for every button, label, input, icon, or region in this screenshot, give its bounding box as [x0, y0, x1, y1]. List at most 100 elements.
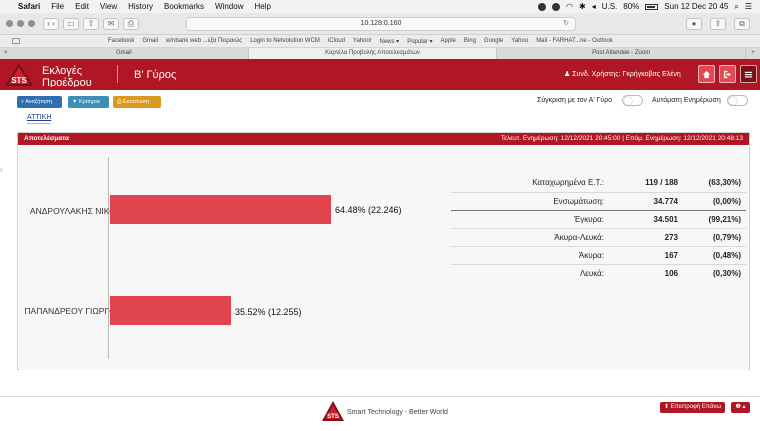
app-title: Εκλογές Προέδρου — [42, 65, 92, 87]
sts-logo[interactable]: STS — [4, 62, 34, 87]
downloads-icon[interactable]: ● — [686, 17, 702, 30]
new-tab-icon[interactable]: + — [751, 50, 755, 56]
user-icon: ♟ — [564, 71, 573, 78]
menu-window[interactable]: Window — [215, 2, 244, 11]
logged-user[interactable]: ♟ Συνδ. Χρήστης: Γκρήγκοβιτς Ελένη — [564, 70, 681, 78]
close-tab-icon[interactable]: × — [4, 50, 8, 56]
bluetooth-icon[interactable]: ✱ — [579, 2, 586, 11]
menu-help[interactable]: Help — [254, 2, 271, 11]
zoom-icon[interactable] — [552, 2, 561, 11]
page-bottom — [0, 424, 760, 431]
results-title: Αποτελέσματα — [24, 135, 69, 142]
action-row: ⌕ Αναζήτηση ▼ Κριτήρια ⎙ Εκτύπωση Σύγκρι… — [0, 90, 760, 114]
print-button[interactable]: ⎙ Εκτύπωση — [113, 96, 161, 108]
battery-icon[interactable] — [645, 3, 659, 10]
region-link[interactable]: ΑΤΤΙΚΗ — [27, 114, 52, 124]
control-center-icon[interactable]: ☰ — [744, 2, 752, 11]
share-icon[interactable]: ⇧ — [83, 17, 99, 30]
tab-zoom[interactable]: Post Attendee - Zoom — [497, 48, 747, 59]
bookmark-item[interactable]: News ▾ — [379, 38, 400, 45]
tab-gmail[interactable]: × Gmail — [0, 48, 249, 59]
stat-percent: (0,00%) — [683, 191, 746, 210]
logout-button[interactable] — [719, 65, 736, 83]
bookmark-item[interactable]: Google — [483, 38, 504, 44]
spotlight-icon[interactable]: ⌕ — [734, 1, 739, 11]
bookmark-item[interactable]: iCloud — [327, 38, 345, 44]
back-to-top-button[interactable]: ⬆ Επιστροφή Επάνω — [660, 402, 726, 413]
table-row: Καταχωρημένα Ε.Τ.: 119 / 188 (63,30%) — [451, 174, 746, 192]
compare-first-round-toggle[interactable] — [622, 95, 643, 106]
stat-label: Ενσωμάτωση: — [451, 191, 609, 210]
browser-toolbar: ‹ › ▭ ⇧ ✉ ⎙ 10.128.0.160 ↻ ● ⇪ ⧉ — [0, 13, 760, 35]
menu-history[interactable]: History — [128, 2, 154, 11]
stat-value: 106 — [609, 263, 683, 282]
stat-label: Λευκά: — [451, 263, 609, 282]
results-header: Αποτελέσματα Τελευτ. Ενημέρωση: 12/12/20… — [18, 133, 749, 145]
home-button[interactable] — [698, 65, 715, 83]
grid-icon[interactable] — [12, 38, 20, 44]
table-row: Άκυρα-Λευκά: 273 (0,79%) — [451, 227, 746, 246]
stat-label: Έγκυρα: — [451, 209, 609, 228]
back-forward-button[interactable]: ‹ › — [43, 17, 59, 30]
footer-logo: STS — [322, 401, 344, 421]
stat-value: 34.501 — [609, 209, 683, 228]
tab-results[interactable]: Καρτέλα Προβολής Αποτελεσμάτων — [248, 48, 498, 59]
stat-value: 34.774 — [609, 191, 683, 210]
close-window-button[interactable] — [6, 20, 13, 27]
bookmark-item[interactable]: Login to Netvolution WCM — [250, 38, 320, 44]
menu-button[interactable] — [740, 65, 757, 83]
stats-table: Καταχωρημένα Ε.Τ.: 119 / 188 (63,30%) Εν… — [451, 174, 746, 282]
input-source-label[interactable]: U.S. — [601, 2, 618, 11]
footer-brand: Smart Technology - Better World — [347, 409, 448, 416]
reload-icon[interactable]: ↻ — [563, 20, 569, 27]
tabs-overview-icon[interactable]: ⧉ — [734, 17, 750, 30]
wifi-icon[interactable]: ◠ — [566, 2, 573, 11]
print-icon[interactable]: ⎙ — [123, 17, 139, 30]
url-text: 10.128.0.160 — [360, 20, 402, 27]
volume-icon[interactable]: ◂ — [591, 2, 596, 11]
bookmark-item[interactable]: Facebook — [108, 38, 135, 44]
bookmark-item[interactable]: w/nbank web ...εξα Πειραιώς — [166, 38, 243, 44]
mail-icon[interactable]: ✉ — [103, 17, 119, 30]
bookmark-item[interactable]: Yahoo — [511, 38, 529, 44]
bookmark-item[interactable]: Apple — [440, 38, 456, 44]
stat-label: Άκυρα-Λευκά: — [451, 227, 609, 246]
search-label: Αναζήτηση — [25, 99, 52, 105]
bookmark-item[interactable]: Popular ▾ — [407, 38, 433, 45]
stat-percent: (63,30%) — [708, 178, 741, 188]
tab-label: Gmail — [116, 50, 132, 56]
results-panel: Αποτελέσματα Τελευτ. Ενημέρωση: 12/12/20… — [17, 132, 750, 370]
share-page-icon[interactable]: ⇪ — [710, 17, 726, 30]
round-title: Β' Γύρος — [134, 69, 177, 81]
svg-text:STS: STS — [11, 76, 27, 85]
search-button[interactable]: ⌕ Αναζήτηση — [17, 96, 62, 108]
filters-button[interactable]: ▼ Κριτήρια — [68, 96, 109, 108]
scroll-left-icon[interactable]: ‹ — [0, 165, 3, 174]
bookmark-item[interactable]: Gmail — [142, 38, 159, 44]
app-header: STS Εκλογές Προέδρου Β' Γύρος ♟ Συνδ. Χρ… — [0, 59, 760, 90]
logout-icon — [723, 70, 732, 78]
bookmark-item[interactable]: Mail - FARHAT...ne - Outlook — [536, 38, 613, 44]
tab-label: Post Attendee - Zoom — [592, 50, 651, 56]
auto-update-toggle[interactable] — [727, 95, 748, 106]
menu-edit[interactable]: Edit — [75, 2, 89, 11]
bookmark-item[interactable]: Yahoo! — [352, 38, 372, 44]
menu-view[interactable]: View — [99, 2, 118, 11]
arrow-up-icon: ⬆ — [664, 404, 671, 410]
menu-bookmarks[interactable]: Bookmarks — [164, 2, 205, 11]
sidebar-icon[interactable]: ▭ — [63, 17, 79, 30]
table-row: Ενσωμάτωση: 34.774 (0,00%) — [451, 191, 746, 210]
zoom-window-button[interactable] — [28, 20, 35, 27]
stat-label: Καταχωρημένα Ε.Τ.: — [532, 178, 604, 188]
address-bar[interactable]: 10.128.0.160 ↻ — [186, 17, 576, 31]
minimize-window-button[interactable] — [17, 20, 24, 27]
menubar-clock[interactable]: Sun 12 Dec 20 45 — [664, 2, 729, 11]
printer-icon: ⎙ — [117, 99, 123, 105]
menu-app-name[interactable]: Safari — [18, 2, 41, 11]
bookmark-item[interactable]: Bing — [463, 38, 476, 44]
help-button[interactable]: ❶ ▴ — [731, 402, 750, 413]
battery-percent: 80% — [623, 2, 640, 11]
header-divider — [117, 65, 118, 83]
menu-file[interactable]: File — [51, 2, 65, 11]
status-icon[interactable] — [538, 2, 547, 11]
